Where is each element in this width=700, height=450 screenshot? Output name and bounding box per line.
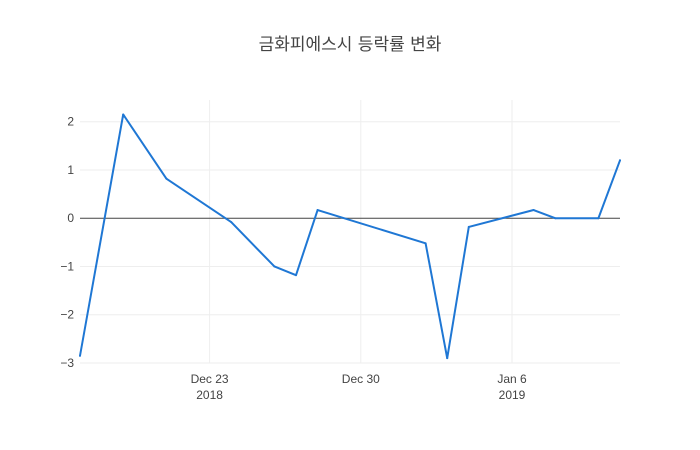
grid-lines <box>80 100 620 364</box>
y-tick-label: 0 <box>67 211 74 225</box>
x-tick-label: Jan 6 <box>497 372 527 386</box>
data-point <box>316 209 319 212</box>
chart-title: 금화피에스시 등락률 변화 <box>259 35 442 55</box>
y-tick-label: 2 <box>67 115 74 129</box>
data-point <box>79 354 81 357</box>
data-point <box>122 113 125 116</box>
data-point <box>619 159 621 162</box>
data-point <box>165 177 168 180</box>
x-tick-label: Dec 30 <box>342 372 380 386</box>
y-tick-label: 1 <box>67 163 74 177</box>
data-point <box>424 242 427 245</box>
y-tick-label: −1 <box>60 259 74 273</box>
data-point <box>295 274 297 277</box>
y-tick-label: −3 <box>60 356 74 370</box>
data-point <box>532 209 535 212</box>
data-point <box>597 217 600 220</box>
data-point <box>273 265 276 268</box>
series-line <box>79 113 621 360</box>
data-point <box>554 217 557 220</box>
data-point <box>467 225 470 228</box>
x-tick-year-label: 2018 <box>196 388 223 402</box>
x-axis-ticks: Dec 23 2018 Dec 30 Jan 6 2019 <box>191 372 527 402</box>
x-tick-label: Dec 23 <box>191 372 229 386</box>
data-point <box>230 221 233 224</box>
x-tick-year-label: 2019 <box>499 388 526 402</box>
y-tick-label: −2 <box>60 308 74 322</box>
y-axis-ticks: 2 1 0 −1 −2 −3 <box>60 115 74 370</box>
data-point <box>446 357 449 360</box>
series-group <box>79 113 621 360</box>
